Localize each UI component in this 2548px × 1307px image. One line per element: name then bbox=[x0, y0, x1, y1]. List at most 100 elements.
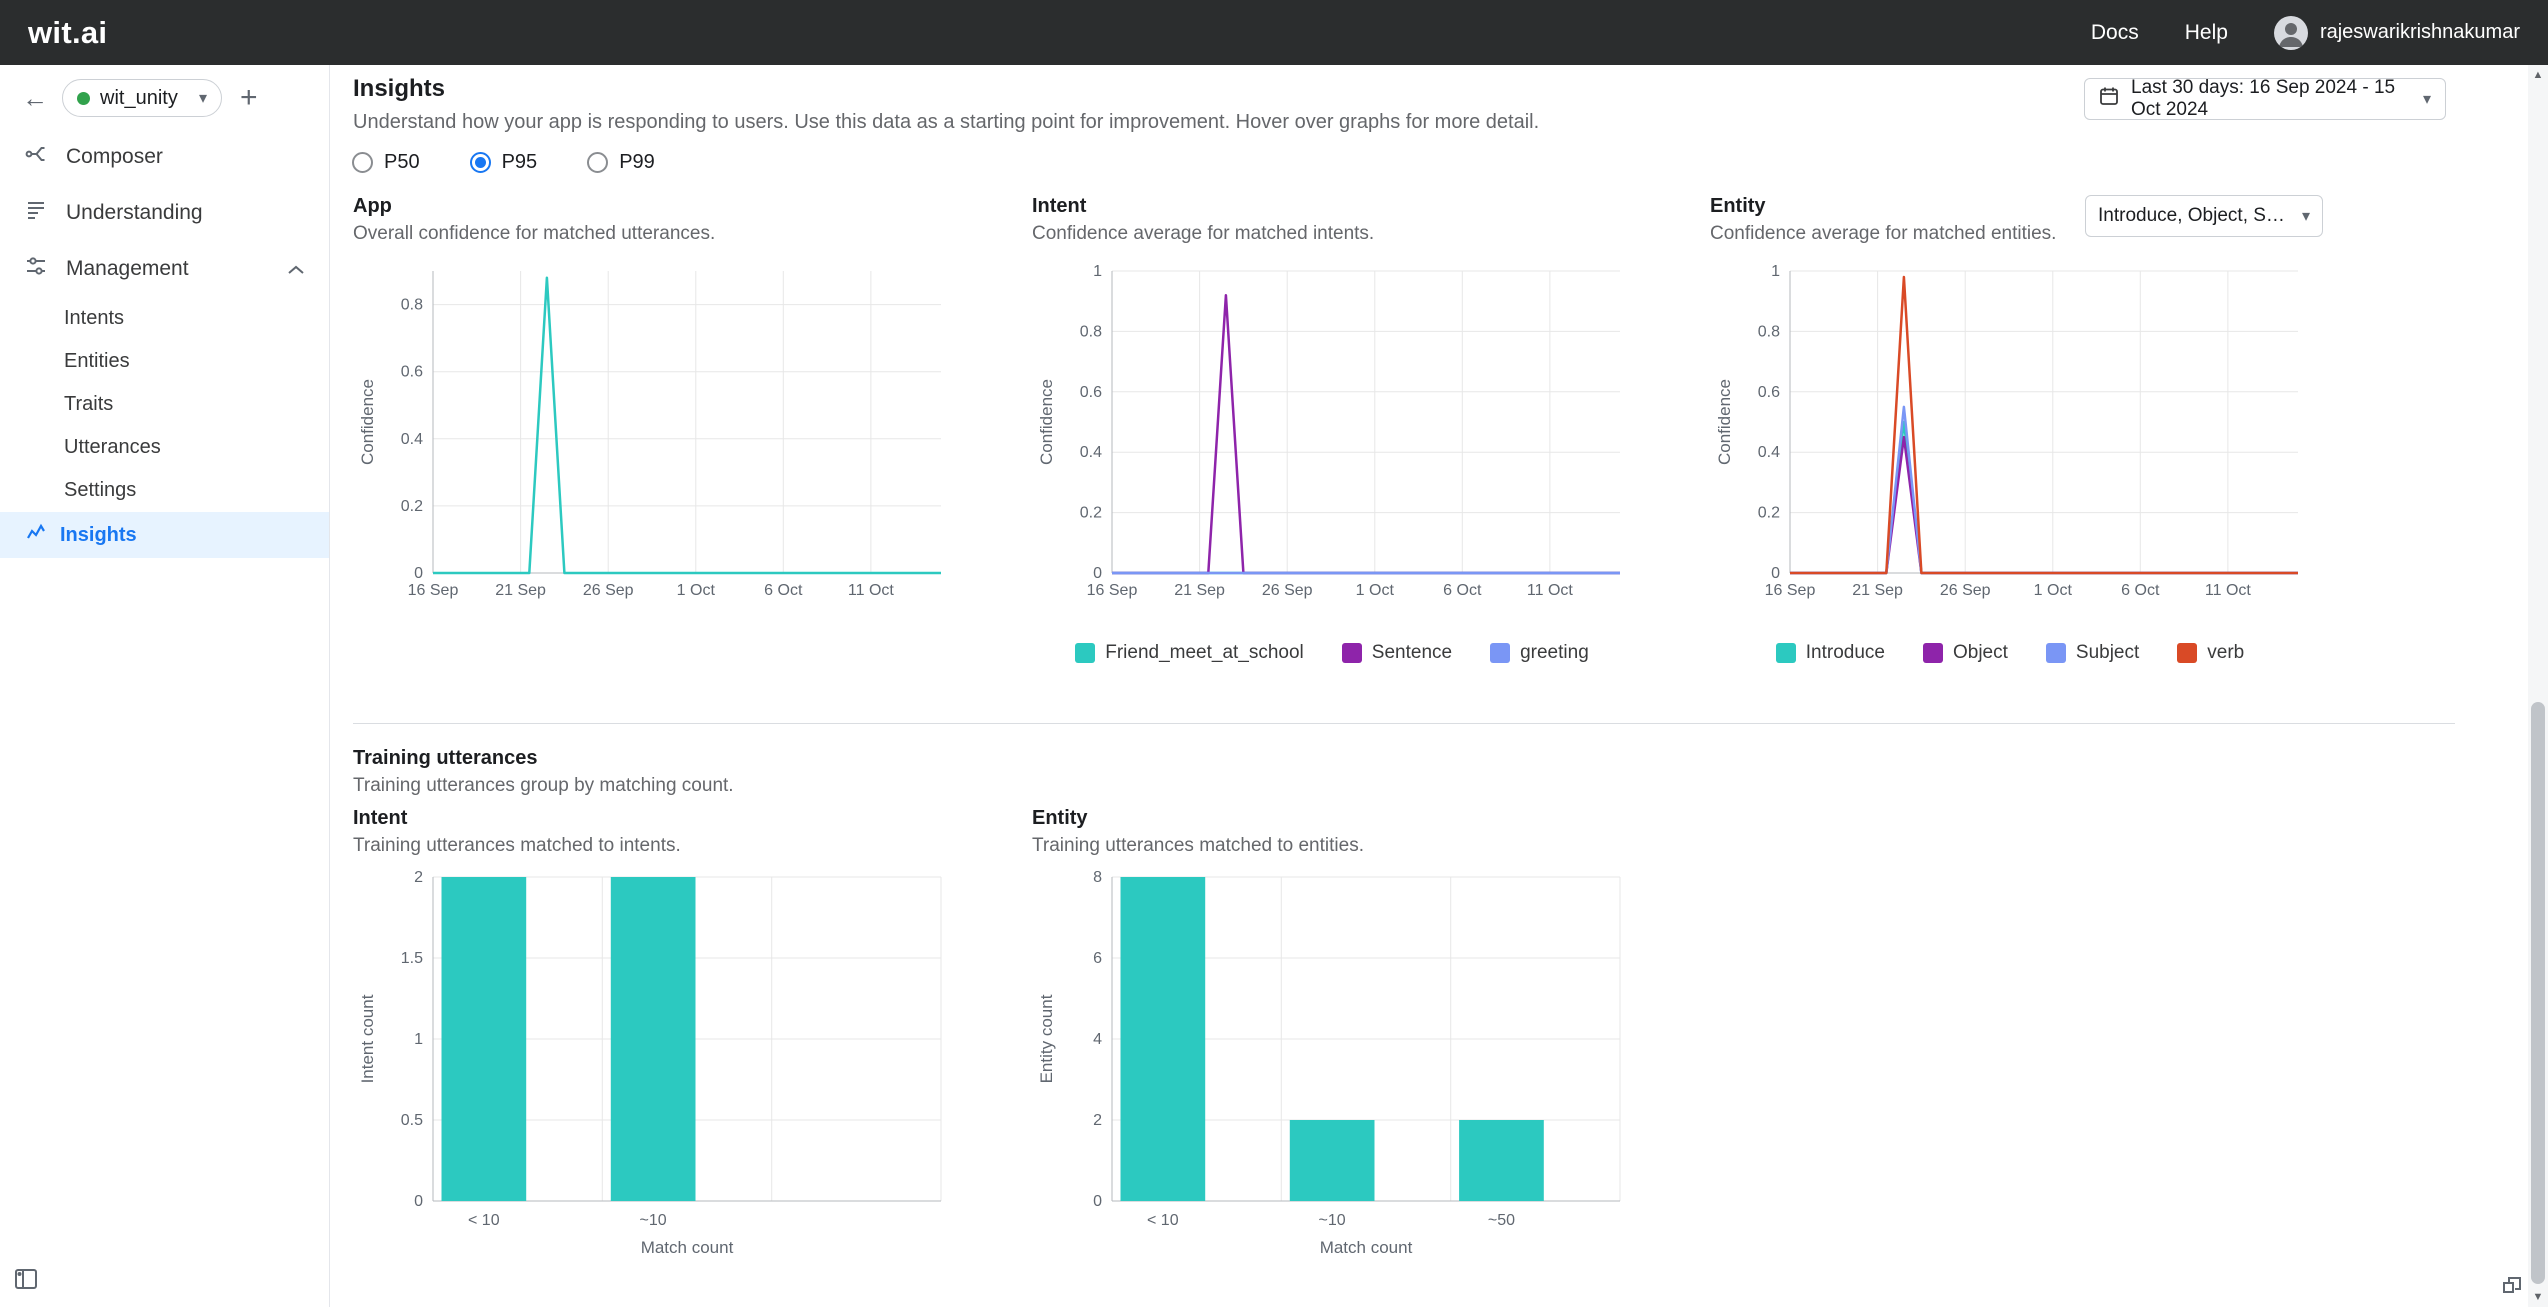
entity-chart-legend: Introduce Object Subject verb bbox=[1710, 642, 2310, 664]
svg-text:1.5: 1.5 bbox=[401, 950, 423, 967]
date-range-label: Last 30 days: 16 Sep 2024 - 15 Oct 2024 bbox=[2131, 77, 2396, 120]
sidebar-item-utterances[interactable]: Utterances bbox=[64, 436, 161, 458]
legend-item[interactable]: Friend_meet_at_school bbox=[1075, 642, 1304, 664]
scroll-down-icon[interactable]: ▼ bbox=[2532, 1291, 2544, 1303]
entity-filter-dropdown[interactable]: Introduce, Object, Subj... ▾ bbox=[2085, 195, 2323, 237]
insights-icon bbox=[26, 522, 46, 548]
svg-text:Match count: Match count bbox=[1320, 1238, 1413, 1257]
caret-down-icon: ▾ bbox=[198, 90, 207, 107]
user-menu[interactable]: rajeswarikrishnakumar bbox=[2273, 15, 2520, 50]
chart-title: App bbox=[353, 195, 392, 217]
svg-text:16 Sep: 16 Sep bbox=[1087, 582, 1138, 599]
sidebar-item-entities[interactable]: Entities bbox=[64, 350, 130, 372]
radio-p99[interactable]: P99 bbox=[587, 151, 655, 174]
calendar-icon bbox=[2099, 86, 2119, 112]
avatar bbox=[2273, 15, 2308, 50]
sidebar-item-settings[interactable]: Settings bbox=[64, 479, 137, 501]
new-app-button[interactable]: + bbox=[240, 81, 258, 114]
legend-item[interactable]: greeting bbox=[1490, 642, 1589, 664]
legend-item[interactable]: verb bbox=[2177, 642, 2244, 664]
help-link[interactable]: Help bbox=[2184, 20, 2228, 44]
svg-text:~10: ~10 bbox=[1319, 1212, 1346, 1229]
svg-text:0.6: 0.6 bbox=[401, 364, 423, 381]
sidebar-item-management[interactable]: Management bbox=[0, 241, 329, 297]
entity-confidence-chart[interactable]: 0 0.2 0.4 0.6 0.8 1 16 Sep 21 Sep 26 Sep 1 Oct 6 O… bbox=[1710, 257, 2310, 614]
svg-text:0.4: 0.4 bbox=[401, 431, 423, 448]
collapse-sidebar-icon[interactable] bbox=[14, 1268, 38, 1295]
svg-text:Match count: Match count bbox=[641, 1238, 734, 1257]
svg-text:1 Oct: 1 Oct bbox=[2034, 582, 2073, 599]
vertical-scrollbar[interactable]: ▲ ▼ bbox=[2528, 65, 2548, 1307]
page-description: Understand how your app is responding to… bbox=[353, 111, 1540, 133]
svg-text:0.4: 0.4 bbox=[1080, 444, 1102, 461]
svg-text:6 Oct: 6 Oct bbox=[764, 582, 803, 599]
svg-text:Confidence: Confidence bbox=[1715, 379, 1734, 465]
legend-label: verb bbox=[2207, 642, 2245, 663]
legend-label: Friend_meet_at_school bbox=[1105, 642, 1304, 663]
back-arrow-icon[interactable]: ← bbox=[22, 83, 48, 113]
section-subtitle: Training utterances group by matching co… bbox=[353, 775, 734, 796]
sidebar-item-insights[interactable]: Insights bbox=[0, 512, 329, 558]
app-selector[interactable]: wit_unity ▾ bbox=[62, 79, 222, 117]
sidebar-item-label: Management bbox=[66, 257, 189, 280]
sidebar-item-intents[interactable]: Intents bbox=[64, 307, 125, 329]
legend-item[interactable]: Subject bbox=[2045, 642, 2140, 664]
svg-text:0.2: 0.2 bbox=[401, 498, 423, 515]
sidebar-item-understanding[interactable]: Understanding bbox=[0, 185, 329, 241]
percentile-options: P50 P95 P99 bbox=[352, 151, 655, 174]
radio-label: P99 bbox=[619, 151, 655, 173]
legend-swatch bbox=[2045, 643, 2066, 663]
svg-text:0: 0 bbox=[414, 1193, 423, 1210]
svg-text:< 10: < 10 bbox=[1147, 1212, 1179, 1229]
intent-confidence-chart[interactable]: 0 0.2 0.4 0.6 0.8 1 16 Sep 21 Sep 26 Sep 1 Oct 6 O… bbox=[1032, 257, 1632, 614]
svg-text:1: 1 bbox=[414, 1031, 423, 1048]
management-sliders-icon bbox=[24, 254, 48, 284]
svg-text:Confidence: Confidence bbox=[358, 379, 377, 465]
intent-match-count-chart[interactable]: 0 0.5 1 1.5 2 < 10 ~10 Match count Intent count bbox=[353, 863, 953, 1278]
date-range-picker[interactable]: Last 30 days: 16 Sep 2024 - 15 Oct 2024 … bbox=[2084, 77, 2446, 120]
legend-label: Subject bbox=[2075, 642, 2140, 663]
sidebar-item-traits[interactable]: Traits bbox=[64, 393, 114, 415]
legend-label: Introduce bbox=[1805, 642, 1885, 663]
legend-item[interactable]: Object bbox=[1922, 642, 2008, 664]
legend-swatch bbox=[2177, 643, 2198, 663]
page-header: Insights Understand how your app is resp… bbox=[353, 75, 1539, 134]
docs-link[interactable]: Docs bbox=[2090, 20, 2139, 44]
svg-text:16 Sep: 16 Sep bbox=[408, 582, 459, 599]
svg-text:6 Oct: 6 Oct bbox=[1443, 582, 1482, 599]
radio-p50[interactable]: P50 bbox=[352, 151, 420, 174]
legend-item[interactable]: Sentence bbox=[1341, 642, 1452, 664]
svg-text:8: 8 bbox=[1093, 869, 1102, 886]
caret-down-icon: ▾ bbox=[2301, 208, 2310, 225]
svg-text:~10: ~10 bbox=[640, 1212, 667, 1229]
resize-corner-icon[interactable] bbox=[2502, 1276, 2522, 1299]
svg-text:21 Sep: 21 Sep bbox=[495, 582, 546, 599]
sidebar: ← wit_unity ▾ + Composer Understand bbox=[0, 65, 330, 1307]
radio-p95[interactable]: P95 bbox=[469, 151, 538, 174]
radio-circle-checked bbox=[469, 152, 491, 173]
wit-ai-logo[interactable]: wit.ai bbox=[28, 14, 108, 50]
app-row: ← wit_unity ▾ + bbox=[0, 65, 329, 129]
svg-text:Confidence: Confidence bbox=[1037, 379, 1056, 465]
radio-label: P95 bbox=[501, 151, 538, 173]
intent-chart-legend: Friend_meet_at_school Sentence greeting bbox=[1032, 642, 1632, 664]
svg-text:6: 6 bbox=[1093, 950, 1102, 967]
app-confidence-chart[interactable]: 0 0.2 0.4 0.6 0.8 16 Sep 21 Sep 26 Sep 1 Oct 6 Oc… bbox=[353, 257, 953, 614]
legend-swatch bbox=[1922, 643, 1943, 663]
svg-text:0.4: 0.4 bbox=[1758, 444, 1780, 461]
svg-text:4: 4 bbox=[1093, 1031, 1102, 1048]
legend-item[interactable]: Introduce bbox=[1775, 642, 1885, 664]
scrollbar-thumb[interactable] bbox=[2531, 702, 2545, 1284]
legend-swatch bbox=[1075, 643, 1096, 663]
legend-swatch bbox=[1341, 643, 1362, 663]
svg-text:1: 1 bbox=[1093, 263, 1102, 280]
entity-match-count-chart[interactable]: 0 2 4 6 8 < 10 ~10 ~50 Match count Entity count bbox=[1032, 863, 1632, 1278]
sidebar-item-composer[interactable]: Composer bbox=[0, 129, 329, 185]
sidebar-item-label: Composer bbox=[66, 145, 163, 168]
svg-text:11 Oct: 11 Oct bbox=[2205, 582, 2252, 599]
chart-title: Entity bbox=[1032, 807, 1088, 829]
legend-label: Object bbox=[1952, 642, 2008, 663]
svg-text:21 Sep: 21 Sep bbox=[1852, 582, 1903, 599]
svg-text:0.2: 0.2 bbox=[1758, 505, 1780, 522]
scroll-up-icon[interactable]: ▲ bbox=[2532, 69, 2544, 81]
